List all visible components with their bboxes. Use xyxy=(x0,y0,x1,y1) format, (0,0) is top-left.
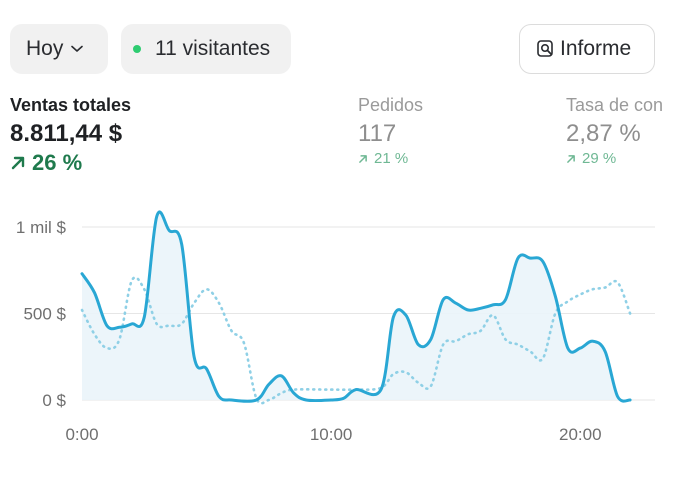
arrow-up-right-icon xyxy=(566,154,576,164)
report-search-icon xyxy=(536,39,556,59)
metric-title: Tasa de con xyxy=(566,95,664,115)
metric-orders[interactable]: Pedidos 117 21 % xyxy=(358,95,423,167)
metric-change: 29 % xyxy=(566,150,663,167)
metric-change-value: 29 % xyxy=(582,150,617,167)
y-tick-label: 500 $ xyxy=(23,305,66,324)
sales-chart-svg: 0 $ 500 $ 1 mil $ 0:00 10:00 20:00 xyxy=(16,210,655,444)
metric-title: Pedidos xyxy=(358,95,424,115)
visitors-label: 11 visitantes xyxy=(155,37,271,60)
metric-total-sales[interactable]: Ventas totales 8.811,44 $ 26 % xyxy=(10,95,131,176)
y-tick-label: 1 mil $ xyxy=(16,218,67,237)
sales-chart: 0 $ 500 $ 1 mil $ 0:00 10:00 20:00 xyxy=(0,200,675,487)
x-tick-label: 0:00 xyxy=(65,425,98,444)
live-visitors-button[interactable]: 11 visitantes xyxy=(121,24,291,74)
report-label: Informe xyxy=(560,37,632,60)
period-select[interactable]: Hoy xyxy=(10,24,108,74)
chevron-down-icon xyxy=(71,45,84,53)
metric-change: 26 % xyxy=(10,150,131,176)
metric-title: Ventas totales xyxy=(10,95,132,115)
current-series-area xyxy=(82,212,631,402)
metric-value: 2,87 % xyxy=(566,120,641,147)
x-tick-label: 10:00 xyxy=(310,425,353,444)
current-series-line xyxy=(80,210,632,403)
live-dot-icon xyxy=(133,45,141,53)
arrow-up-right-icon xyxy=(10,155,26,171)
metric-value: 117 xyxy=(358,120,397,147)
metric-conversion-rate[interactable]: Tasa de con 2,87 % 29 % xyxy=(566,95,663,167)
metric-change-value: 26 % xyxy=(32,150,83,175)
metric-value: 8.811,44 $ xyxy=(10,120,123,147)
x-tick-label: 20:00 xyxy=(559,425,602,444)
report-button[interactable]: Informe xyxy=(519,24,655,74)
y-tick-label: 0 $ xyxy=(42,391,66,410)
period-label: Hoy xyxy=(26,37,64,60)
metric-change-value: 21 % xyxy=(374,150,409,167)
arrow-up-right-icon xyxy=(358,154,368,164)
metric-change: 21 % xyxy=(358,150,423,167)
